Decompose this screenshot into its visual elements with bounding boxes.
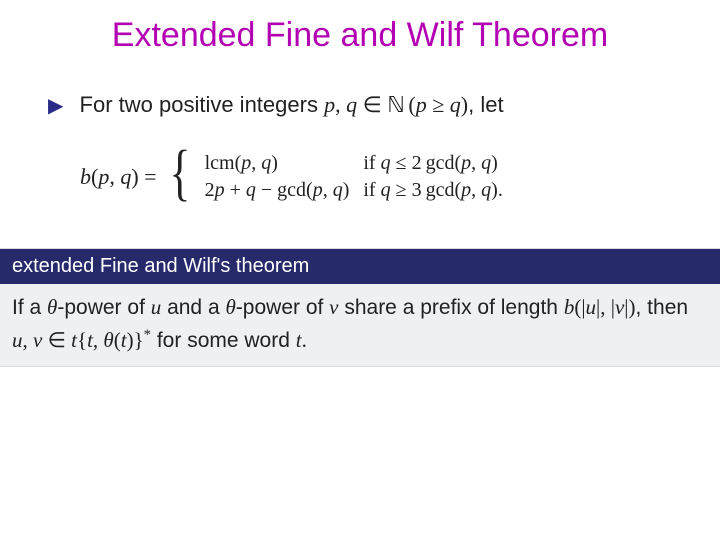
case1-lcm: lcm [205,152,235,174]
case2-cgcd: gcd [426,179,455,201]
tb-close: ) [629,295,636,319]
case2-cq: q [381,179,391,201]
case2-2: 2 [205,179,215,201]
tb-setopen: { [77,328,87,352]
tb-elem: ∈ [42,328,71,352]
intro-q2: q [450,92,461,117]
tb-t1: If a [12,296,47,319]
case1-if: if [363,152,380,174]
case1-p: p [241,152,251,174]
slide: Extended Fine and Wilf Theorem ▶ For two… [0,0,720,540]
tb-t3: and a [161,296,225,319]
case2-cclose: ). [491,179,503,201]
case1-cq2: q [481,152,491,174]
theorem-block: extended Fine and Wilf's theorem If a θ-… [0,248,720,367]
tb-setclose2: ) [127,328,134,352]
eq-q: q [120,164,131,189]
case2-ccomma: , [471,179,481,201]
case2-cp: p [461,179,471,201]
case1-cclose: ) [491,152,498,174]
case2-q2: q [333,179,343,201]
tb-u1: u [151,295,162,319]
case1-expr: lcm(p, q) [205,150,364,177]
intro-rel: ≥ [427,92,450,117]
tb-settheta: θ [103,328,113,352]
case2-close: ) [343,179,350,201]
case2-minus: − [256,179,277,201]
case1-ccomma: , [471,152,481,174]
case2-cond: if q ≥ 3 gcd(p, q). [363,177,516,204]
eq-b: b [80,164,91,189]
case1-close: ) [271,152,278,174]
tb-b: b [564,295,575,319]
case2-coef: 3 [412,179,422,201]
case2-p: p [215,179,225,201]
slide-title: Extended Fine and Wilf Theorem [0,16,720,55]
intro-p2: p [416,92,427,117]
case1-cq: q [381,152,391,174]
case2-open: ( [306,179,313,201]
intro-N: ℕ [387,92,403,117]
brace-icon: { [169,142,190,204]
eq-close: ) = [131,164,156,189]
case1-gcd: gcd [426,152,455,174]
tb-theta2: θ [225,295,235,319]
tb-comma2: , [23,328,34,352]
case1-q: q [261,152,271,174]
tb-setclose: } [134,328,144,352]
bullet-icon: ▶ [48,96,63,116]
eq-p: p [98,164,109,189]
tb-setopen2: ( [114,328,121,352]
theorem-title: extended Fine and Wilf's theorem [0,249,720,284]
equation: b(p, q) = { lcm(p, q) if q ≤ 2 gcd(p, q)… [80,146,517,208]
tb-t2: -power of [57,296,150,319]
tb-star: * [144,327,151,343]
tb-u3: u [12,328,23,352]
intro-elem: ∈ [357,92,387,117]
intro-comma1: , [335,92,346,117]
eq-comma: , [109,164,120,189]
intro-line: ▶ For two positive integers p, q ∈ ℕ (p … [48,92,504,118]
tb-setcomma: , [93,328,104,352]
intro-q: q [346,92,357,117]
case1-cond: if q ≤ 2 gcd(p, q) [363,150,516,177]
intro-suffix: , let [468,92,503,117]
tb-t7: for some word [151,329,296,352]
case1-cp: p [461,152,471,174]
tb-v1: v [329,295,338,319]
intro-close: ) [461,92,468,117]
tb-period: . [302,328,307,352]
tb-u2: u [586,295,597,319]
tb-v3: v [33,328,42,352]
intro-open: ( [403,92,416,117]
case2-if: if [363,179,380,201]
tb-comma: , [600,295,611,319]
case-row: lcm(p, q) if q ≤ 2 gcd(p, q) [205,150,517,177]
case2-plus: + [225,179,246,201]
case2-rel: ≥ [391,179,412,201]
tb-theta1: θ [47,295,57,319]
intro-p: p [324,92,335,117]
equation-cases: lcm(p, q) if q ≤ 2 gcd(p, q) 2p + q − gc… [205,150,517,204]
case-row: 2p + q − gcd(p, q) if q ≥ 3 gcd(p, q). [205,177,517,204]
tb-t5: share a prefix of length [339,296,564,319]
equation-lhs: b(p, q) = [80,164,157,190]
case2-expr: 2p + q − gcd(p, q) [205,177,364,204]
intro-prefix: For two positive integers [80,92,325,117]
case2-q: q [246,179,256,201]
case2-p2: p [313,179,323,201]
case2-comma: , [323,179,333,201]
case2-cq2: q [481,179,491,201]
tb-t6: , then [636,296,689,319]
case2-gcd: gcd [277,179,306,201]
case1-coef: 2 [412,152,422,174]
tb-t4: -power of [236,296,329,319]
case1-rel: ≤ [391,152,412,174]
theorem-body: If a θ-power of u and a θ-power of v sha… [0,284,720,366]
case1-comma: , [251,152,261,174]
tb-v2: v [615,295,624,319]
